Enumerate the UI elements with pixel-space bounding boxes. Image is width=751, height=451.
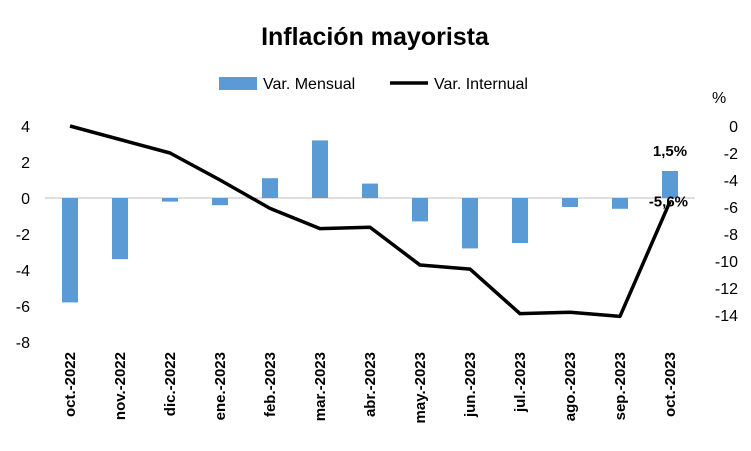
category-label: jun.-2023 bbox=[462, 352, 479, 418]
left-axis-ticks: 4 2 0 -2 -4 -6 -8 bbox=[16, 119, 30, 352]
right-tick-label: -10 bbox=[715, 254, 738, 271]
category-label: ene.-2023 bbox=[212, 352, 229, 420]
category-label: mar.-2023 bbox=[312, 352, 329, 421]
left-tick-label: -8 bbox=[16, 335, 30, 352]
left-tick-label: 4 bbox=[21, 119, 30, 136]
left-tick-label: -4 bbox=[16, 263, 30, 280]
category-label: feb.-2023 bbox=[262, 352, 279, 417]
right-tick-label: -8 bbox=[724, 227, 738, 244]
data-label-interanual-last: -5,6% bbox=[649, 194, 688, 211]
category-label: oct.-2022 bbox=[62, 352, 79, 417]
chart-title: Inflación mayorista bbox=[261, 23, 490, 51]
bar-series bbox=[62, 140, 678, 303]
bar-mensual bbox=[62, 198, 78, 303]
category-axis-labels: oct.-2022 nov.-2022 dic.-2022 ene.-2023 feb.… bbox=[62, 352, 679, 423]
category-label: may.-2023 bbox=[412, 352, 429, 423]
legend: Var. Mensual Var. Internual bbox=[219, 76, 528, 93]
category-label: jul.-2023 bbox=[512, 352, 529, 413]
bar-mensual bbox=[612, 198, 628, 209]
legend-swatch-bar bbox=[219, 77, 257, 90]
bar-mensual bbox=[412, 198, 428, 222]
data-labels: 1,5% -5,6% bbox=[649, 143, 688, 211]
right-tick-label: -12 bbox=[715, 281, 738, 298]
category-label: nov.-2022 bbox=[112, 352, 129, 420]
category-label: sep.-2023 bbox=[612, 352, 629, 420]
bar-mensual bbox=[662, 171, 678, 198]
bar-mensual bbox=[112, 198, 128, 260]
bar-mensual bbox=[362, 183, 378, 198]
data-label-mensual-last: 1,5% bbox=[653, 143, 687, 160]
legend-label-interanual: Var. Internual bbox=[434, 76, 528, 93]
right-tick-label: -2 bbox=[724, 146, 738, 163]
left-tick-label: -6 bbox=[16, 299, 30, 316]
right-tick-label: -4 bbox=[724, 173, 738, 190]
right-tick-label: -6 bbox=[724, 200, 738, 217]
category-label: dic.-2022 bbox=[162, 352, 179, 416]
legend-label-mensual: Var. Mensual bbox=[263, 76, 355, 93]
right-axis-unit: % bbox=[712, 90, 726, 107]
right-tick-label: -14 bbox=[715, 308, 738, 325]
bar-mensual bbox=[512, 198, 528, 243]
line-series bbox=[69, 124, 672, 319]
bar-mensual bbox=[262, 178, 278, 198]
left-tick-label: 2 bbox=[21, 155, 30, 172]
left-tick-label: 0 bbox=[21, 191, 30, 208]
bar-mensual bbox=[312, 140, 328, 198]
category-label: ago.-2023 bbox=[562, 352, 579, 421]
right-axis-ticks: 0 -2 -4 -6 -8 -10 -12 -14 bbox=[715, 119, 738, 325]
category-label: oct.-2023 bbox=[662, 352, 679, 417]
right-tick-label: 0 bbox=[729, 119, 738, 136]
bar-mensual bbox=[462, 198, 478, 249]
bar-mensual bbox=[212, 198, 228, 206]
bar-mensual bbox=[162, 198, 178, 202]
left-tick-label: -2 bbox=[16, 227, 30, 244]
bar-mensual bbox=[562, 198, 578, 207]
category-label: abr.-2023 bbox=[362, 352, 379, 417]
